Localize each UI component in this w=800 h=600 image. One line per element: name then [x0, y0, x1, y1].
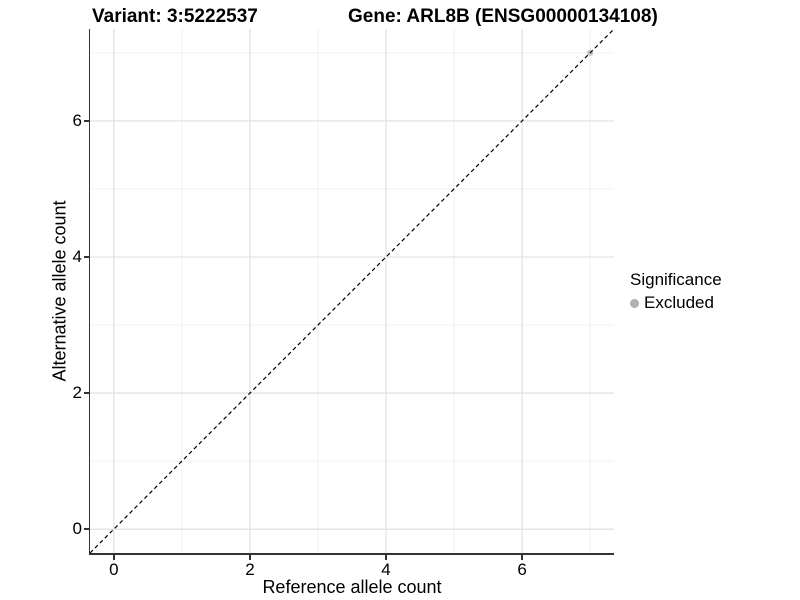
x-tick-label: 6 [517, 560, 527, 579]
y-axis-line [88, 29, 90, 555]
y-tick-mark [83, 120, 89, 122]
y-tick-label: 6 [72, 110, 82, 130]
legend-item-excluded: Excluded [630, 293, 722, 313]
x-tick-mark [249, 554, 251, 560]
y-tick-label: 4 [72, 246, 82, 266]
x-tick-mark [385, 554, 387, 560]
plot-canvas [90, 29, 614, 553]
legend: Significance Excluded [630, 270, 722, 313]
y-tick-mark [83, 256, 89, 258]
y-tick-mark [83, 392, 89, 394]
x-tick-mark [113, 554, 115, 560]
identity-dashed-line [90, 29, 614, 553]
x-tick-label: 0 [109, 560, 119, 579]
x-axis-title: Reference allele count [262, 577, 442, 597]
y-axis-title: Alternative allele count [49, 200, 70, 382]
y-tick-label: 2 [72, 383, 82, 403]
x-tick-label: 4 [381, 560, 391, 579]
plot-panel [90, 29, 614, 553]
plot-title-gene: Gene: ARL8B (ENSG00000134108) [348, 6, 658, 27]
x-axis-line [88, 553, 614, 555]
x-tick-mark [521, 554, 523, 560]
legend-title: Significance [630, 270, 722, 289]
legend-item-label: Excluded [644, 293, 714, 312]
y-tick-label: 0 [72, 519, 82, 539]
legend-key-dot [630, 298, 639, 308]
y-tick-mark [83, 528, 89, 530]
x-tick-label: 2 [245, 560, 255, 579]
plot-title-variant: Variant: 3:5222537 [92, 6, 258, 27]
